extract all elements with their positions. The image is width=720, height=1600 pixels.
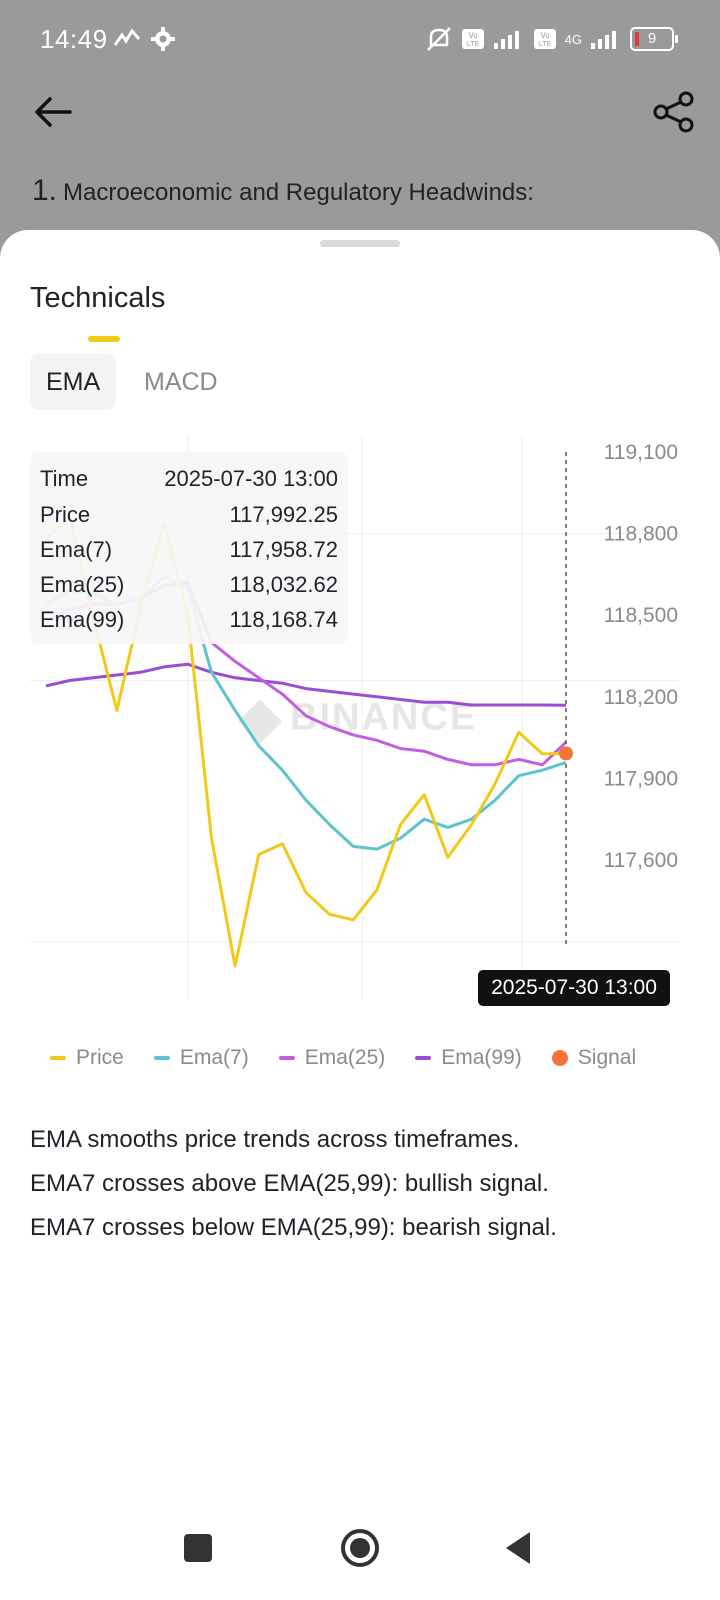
tooltip-row-price: Price 117,992.25: [40, 502, 338, 532]
y-tick-label: 117,900: [604, 767, 678, 790]
signal-icon: [493, 31, 519, 49]
tooltip-value: 118,032.62: [229, 572, 338, 597]
series-line-ema99: [45, 662, 567, 707]
tab-ema[interactable]: EMA: [30, 354, 117, 410]
battery-icon: 9: [630, 27, 678, 51]
legend-item-ema99[interactable]: Ema(99): [415, 1046, 522, 1070]
legend-item-ema7[interactable]: Ema(7): [153, 1046, 249, 1070]
crosshair-date-label: 2025-07-30 13:00: [478, 970, 670, 1006]
svg-text:LTE: LTE: [538, 41, 551, 48]
description-line: EMA7 crosses above EMA(25,99): bullish s…: [30, 1170, 549, 1197]
tooltip-value: 2025-07-30 13:00: [164, 466, 338, 491]
svg-text:Vo: Vo: [468, 31, 478, 40]
tooltip-value: 117,958.72: [229, 537, 338, 562]
status-right-icons: Vo LTE Vo LTE 4G 9: [425, 22, 678, 56]
gear-icon: [151, 27, 175, 51]
mute-icon: [426, 27, 451, 51]
article-heading: 1. Macroeconomic and Regulatory Headwinds…: [32, 174, 534, 208]
svg-text:LTE: LTE: [466, 41, 479, 48]
binance-logo-icon: [238, 699, 282, 744]
signal-icon: [591, 31, 616, 49]
tooltip-row-ema7: Ema(7) 117,958.72: [40, 537, 338, 567]
legend-label: Price: [76, 1046, 124, 1069]
tooltip-value: 117,992.25: [229, 502, 338, 527]
network-label: 4G: [564, 31, 582, 47]
y-tick-label: 118,800: [604, 523, 678, 546]
chart-legend: Price Ema(7) Ema(25) Ema(99) Signal: [50, 1040, 690, 1076]
square-icon[interactable]: [174, 1524, 222, 1572]
legend-swatch: [278, 1056, 295, 1060]
chart-tooltip: Time 2025-07-30 13:00 Price 117,992.25 Ema…: [30, 452, 348, 644]
tooltip-label: Ema(25): [40, 572, 125, 597]
legend-dot: [551, 1050, 568, 1066]
tooltip-label: Time: [40, 466, 89, 491]
tooltip-label: Ema(7): [40, 537, 113, 562]
legend-label: Ema(25): [304, 1046, 386, 1069]
signal-point: [559, 746, 573, 761]
circle-icon[interactable]: [336, 1524, 384, 1572]
y-tick-label: 118,200: [604, 686, 678, 709]
tooltip-label: Ema(99): [40, 607, 125, 632]
article-number: 1.: [32, 174, 58, 207]
sheet-title: Technicals: [30, 282, 166, 314]
status-left-icons: [112, 24, 176, 54]
title-underline: [88, 336, 120, 342]
gesture-icon: [113, 28, 141, 46]
tooltip-label: Price: [40, 502, 91, 527]
tooltip-row-ema25: Ema(25) 118,032.62: [40, 572, 338, 602]
y-axis-ticks: 119,100 118,800 118,500 118,200 117,900 117,6…: [604, 441, 678, 872]
chart-series: [44, 452, 573, 968]
description-line: EMA smooths price trends across timefram…: [30, 1126, 520, 1153]
triangle-back-icon[interactable]: [496, 1524, 544, 1572]
y-tick-label: 118,500: [604, 604, 678, 627]
tooltip-row-ema99: Ema(99) 118,168.74: [40, 607, 338, 637]
legend-item-signal[interactable]: Signal: [551, 1046, 637, 1070]
legend-swatch: [153, 1056, 170, 1060]
svg-text:Vo: Vo: [540, 31, 550, 40]
y-tick-label: 119,100: [604, 441, 678, 464]
tab-macd[interactable]: MACD: [144, 368, 218, 396]
ema-description: EMA smooths price trends across timefram…: [30, 1118, 557, 1250]
tooltip-value: 118,168.74: [229, 607, 338, 632]
tooltip-row-time: Time 2025-07-30 13:00: [40, 466, 338, 496]
legend-swatch: [50, 1056, 66, 1060]
status-time: 14:49: [40, 24, 108, 54]
share-icon[interactable]: [652, 90, 696, 134]
y-tick-label: 117,600: [604, 849, 678, 872]
sheet-drag-handle[interactable]: [320, 240, 400, 247]
legend-label: Ema(7): [179, 1046, 249, 1069]
system-nav-bar: [0, 1500, 720, 1600]
article-heading-text: Macroeconomic and Regulatory Headwinds:: [63, 179, 534, 206]
legend-swatch: [415, 1056, 432, 1060]
battery-level: 9: [647, 30, 657, 47]
description-line: EMA7 crosses below EMA(25,99): bearish s…: [30, 1214, 557, 1241]
legend-label: Ema(99): [441, 1046, 522, 1069]
arrow-left-icon[interactable]: [30, 92, 78, 132]
legend-item-price[interactable]: Price: [50, 1046, 124, 1070]
legend-item-ema25[interactable]: Ema(25): [278, 1046, 386, 1070]
legend-label: Signal: [577, 1046, 637, 1069]
status-bar: 14:49 Vo LTE Vo LTE 4G 9: [0, 0, 720, 80]
